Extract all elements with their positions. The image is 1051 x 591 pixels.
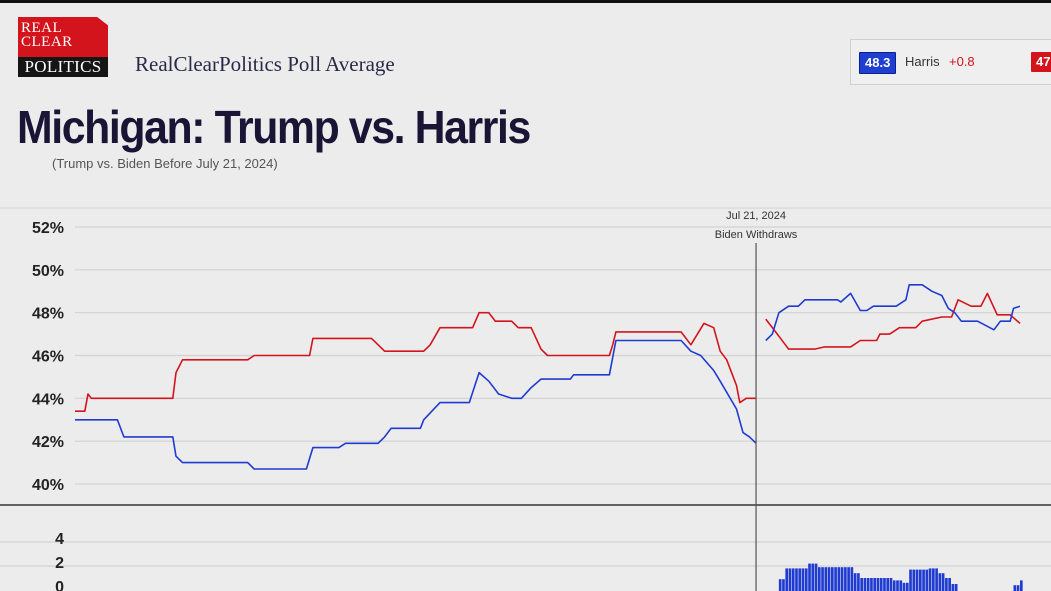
spread-bar <box>879 578 883 591</box>
spread-bar <box>876 578 880 591</box>
rcp-logo[interactable]: REAL CLEAR POLITICS <box>18 17 108 77</box>
spread-bar <box>918 569 922 591</box>
spread-bar <box>788 568 792 591</box>
spread-bar <box>827 567 831 591</box>
spread-bar <box>863 578 867 591</box>
spread-bar <box>853 573 857 591</box>
logo-text-real: REAL <box>21 20 63 36</box>
spread-bar <box>866 578 870 591</box>
spread-bar <box>1020 580 1023 591</box>
y-tick-label: 48% <box>32 306 64 323</box>
grid-lines <box>0 207 1051 567</box>
harris-biden-line <box>765 284 1021 342</box>
spread-bar <box>928 568 932 591</box>
spread-bar <box>948 578 951 591</box>
y-tick-label: 50% <box>32 263 64 280</box>
spread-bar <box>896 580 899 591</box>
poll-summary-box: 48.3 Harris +0.8 47.5 <box>850 39 1051 85</box>
page-title: Michigan: Trump vs. Harris <box>17 101 531 153</box>
title-note: (Trump vs. Biden Before July 21, 2024) <box>52 156 278 171</box>
spread-value: +0.8 <box>949 54 975 69</box>
spread-bar <box>905 582 909 591</box>
annotation-date: Jul 21, 2024 <box>726 210 786 222</box>
trump-line <box>765 292 1021 350</box>
spread-bar <box>782 579 785 591</box>
spread-bar <box>821 567 824 591</box>
spread-bar <box>954 584 958 591</box>
spread-bar <box>778 579 782 591</box>
spread-bar <box>922 569 925 591</box>
spread-y-tick-label: 2 <box>55 555 64 572</box>
series-lines <box>75 284 1021 470</box>
y-axis-labels: 52% 50% 48% 46% 44% 42% 40% 4 2 0 <box>32 220 64 591</box>
y-tick-label: 40% <box>32 477 64 494</box>
spread-bar <box>1013 585 1017 591</box>
leader-name: Harris <box>905 54 940 69</box>
spread-bar <box>889 578 893 591</box>
spread-bar <box>834 567 837 591</box>
harris-biden-line <box>75 339 757 470</box>
top-border <box>0 0 1051 3</box>
trump-value-badge: 47.5 <box>1031 52 1051 72</box>
spread-bar <box>811 563 815 591</box>
spread-y-tick-label: 0 <box>55 579 64 591</box>
trump-line <box>75 311 757 412</box>
spread-bar <box>804 568 808 591</box>
spread-bar <box>791 568 795 591</box>
spread-bar <box>1016 585 1020 591</box>
spread-bar <box>925 569 929 591</box>
spread-bar <box>938 573 942 591</box>
spread-bar <box>883 578 886 591</box>
y-tick-label: 52% <box>32 220 64 237</box>
annotation-event: Biden Withdraws <box>715 229 798 241</box>
spread-bar <box>817 567 821 591</box>
spread-bar <box>892 580 896 591</box>
spread-bar <box>870 578 873 591</box>
spread-bar <box>847 567 850 591</box>
spread-bar <box>935 568 938 591</box>
spread-bar <box>932 568 935 591</box>
spread-bar <box>902 582 906 591</box>
spread-bar <box>814 563 818 591</box>
spread-bar <box>941 573 945 591</box>
logo-text-politics: POLITICS <box>18 57 108 77</box>
spread-bar <box>873 578 877 591</box>
spread-bar <box>909 569 912 591</box>
logo-text-clear: CLEAR <box>21 34 73 50</box>
spread-bar <box>785 568 789 591</box>
y-tick-label: 42% <box>32 434 64 451</box>
spread-bars <box>778 563 1023 591</box>
spread-bar <box>857 573 860 591</box>
spread-bar <box>844 567 847 591</box>
spread-bar <box>795 568 798 591</box>
harris-value-badge: 48.3 <box>859 52 897 74</box>
spread-bar <box>945 578 948 591</box>
spread-y-tick-label: 4 <box>55 531 64 548</box>
source-label: RealClearPolitics Poll Average <box>135 52 395 76</box>
spread-bar <box>860 578 863 591</box>
spread-bar <box>840 567 844 591</box>
spread-bar <box>831 567 834 591</box>
spread-bar <box>801 568 805 591</box>
spread-bar <box>951 584 955 591</box>
spread-bar <box>808 563 811 591</box>
spread-bar <box>886 578 890 591</box>
spread-bar <box>912 569 916 591</box>
spread-bar <box>798 568 802 591</box>
spread-bar <box>850 567 854 591</box>
spread-bar <box>915 569 919 591</box>
y-tick-label: 44% <box>32 391 64 408</box>
y-tick-label: 46% <box>32 349 64 366</box>
spread-bar <box>899 580 903 591</box>
spread-bar <box>824 567 828 591</box>
spread-bar <box>837 567 841 591</box>
